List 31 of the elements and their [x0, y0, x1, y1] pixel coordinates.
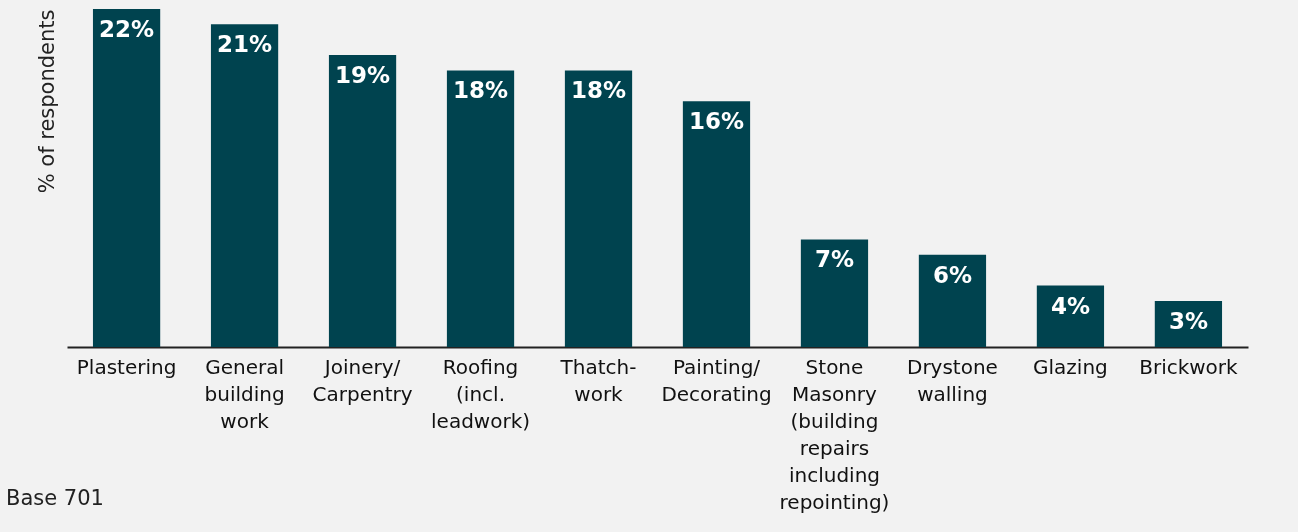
- data-label: 21%: [217, 31, 273, 58]
- data-label: 7%: [814, 246, 854, 273]
- bar: [1036, 285, 1105, 347]
- x-tick-label: Drystone walling: [906, 354, 998, 406]
- x-tick-label: Plastering: [76, 354, 177, 379]
- data-label: 18%: [570, 77, 627, 104]
- data-label: 16%: [688, 108, 745, 135]
- x-tick-label: Joinery/Carpentry: [312, 354, 413, 406]
- data-label: 3%: [1168, 307, 1208, 334]
- x-tick-label: Roofing (incl. leadwork): [431, 354, 531, 433]
- x-tick-label: Stone Masonry (building repairs including repointing): [779, 354, 890, 514]
- bar: [564, 70, 633, 347]
- x-tick-label: Thatch-work: [559, 354, 637, 406]
- data-label: 22%: [99, 16, 155, 42]
- bar: [918, 254, 987, 347]
- x-tick-label: Painting/Decorating: [661, 354, 772, 406]
- x-tick-label: General building work: [204, 354, 285, 433]
- data-label: 4%: [1050, 292, 1090, 319]
- bar: [92, 9, 161, 347]
- bar: [682, 101, 751, 347]
- data-label: 18%: [453, 77, 509, 104]
- bar: [328, 55, 397, 347]
- bar: [210, 24, 279, 347]
- y-axis-title: % of respondents: [34, 9, 59, 194]
- x-tick-label: Brickwork: [1139, 354, 1239, 379]
- x-tick-label: Glazing: [1033, 354, 1108, 379]
- text: Base 701: [6, 486, 104, 510]
- bar: [446, 70, 515, 347]
- data-label: 19%: [335, 62, 391, 89]
- bar: [800, 239, 869, 347]
- data-label: 6%: [932, 261, 972, 288]
